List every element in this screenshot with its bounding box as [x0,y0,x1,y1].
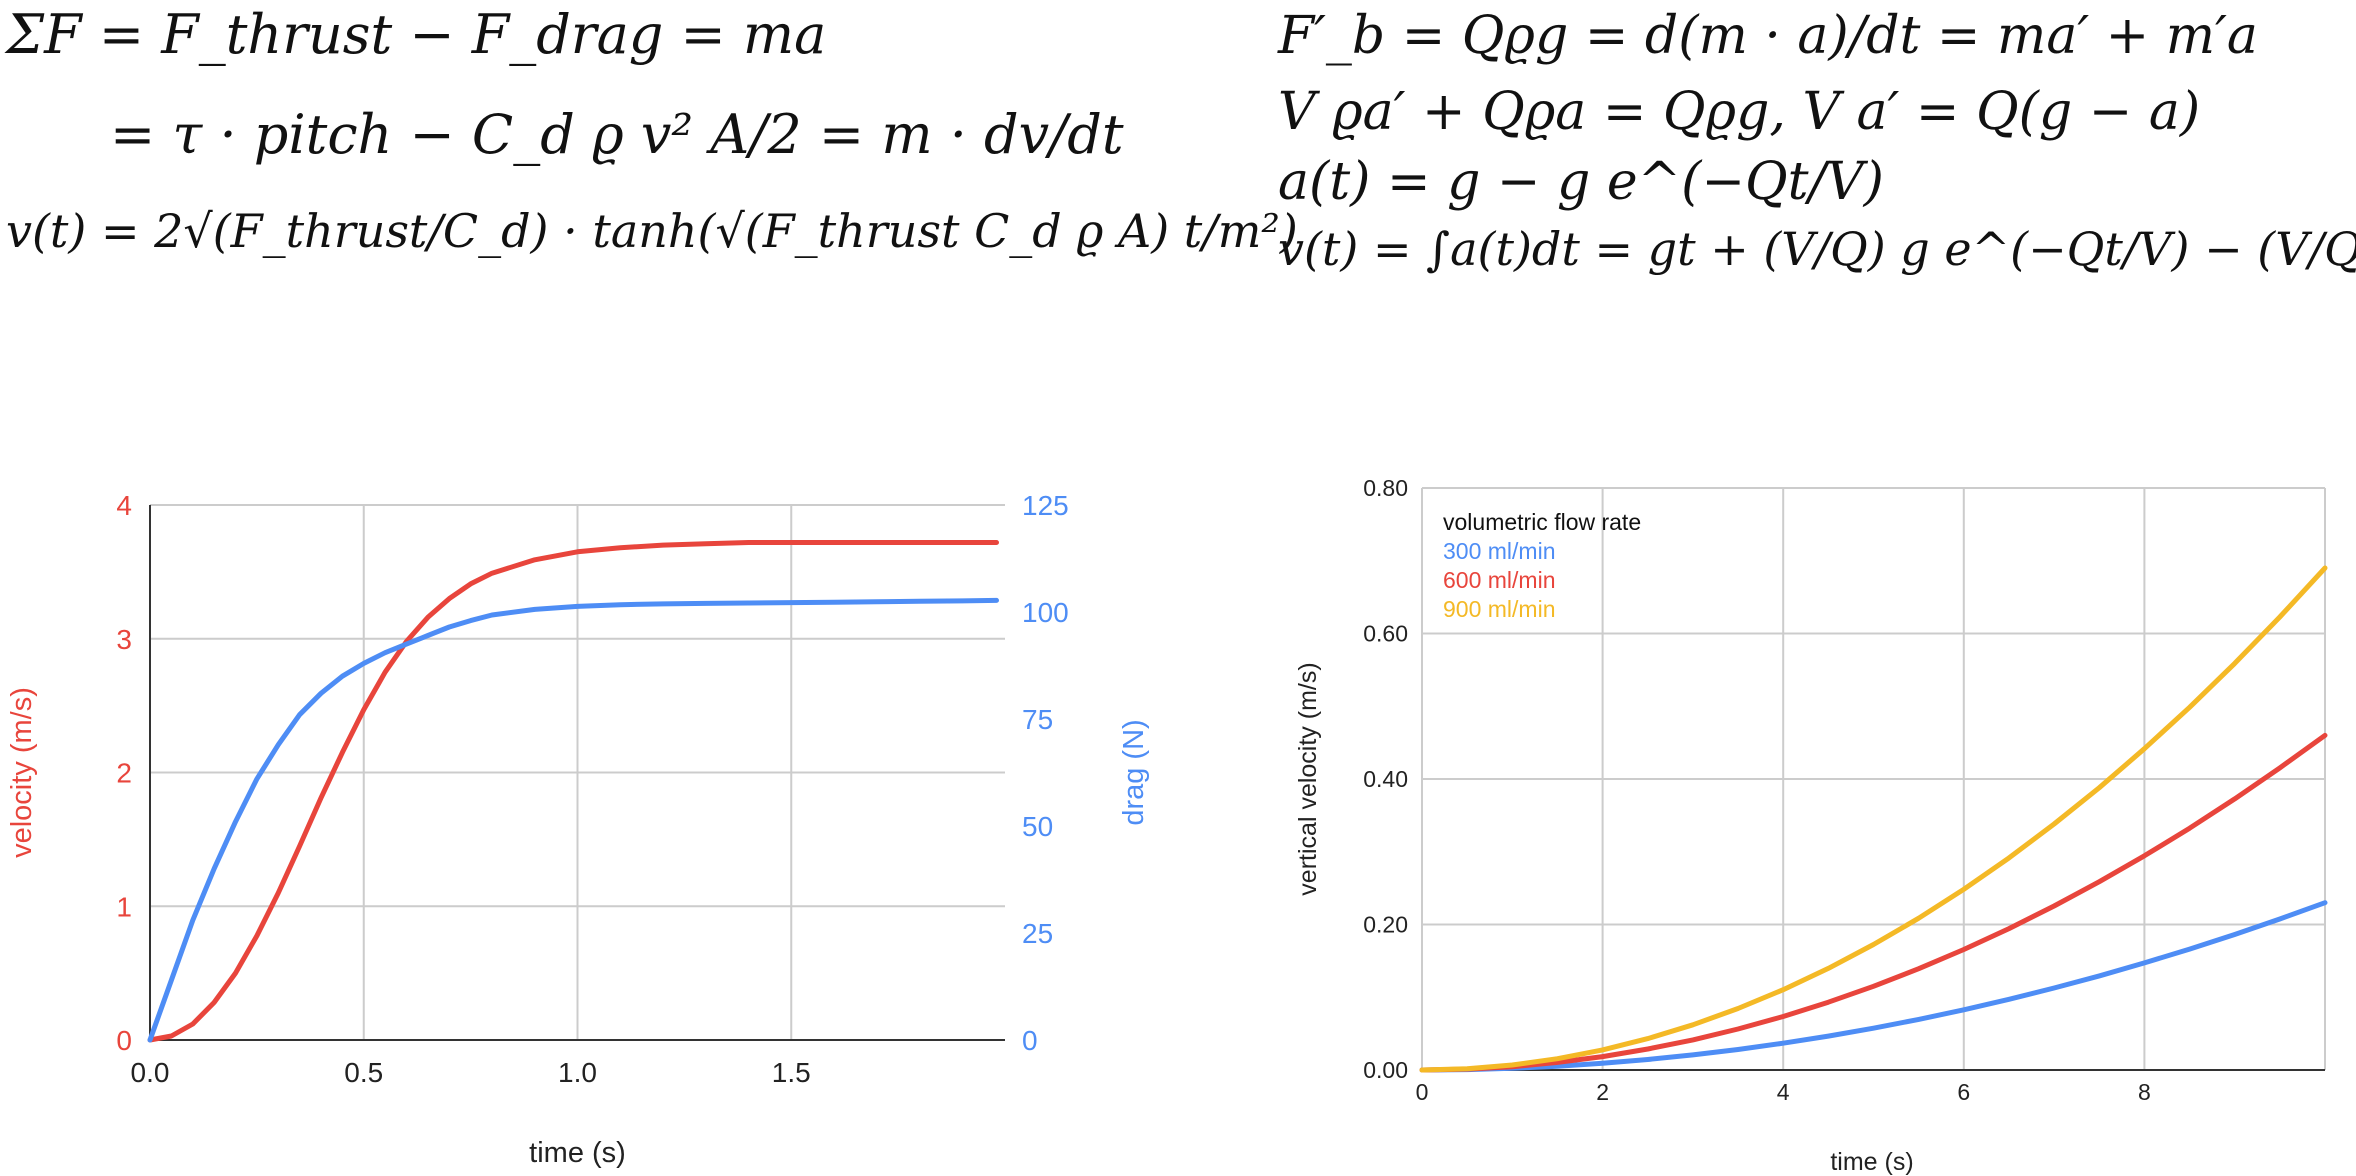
chart2-y-axis-title: vertical velocity (m/s) [1294,662,1322,895]
chart1-y2-tick-label: 100 [1022,597,1069,628]
chart2-line-600-ml-min [1419,732,2328,1073]
chart2-legend-title: volumetric flow rate [1443,509,1641,535]
chart1-y2-tick-label: 50 [1022,811,1053,842]
chart1-y-tick-label: 4 [116,490,132,521]
chart2-legend-entry: 600 ml/min [1443,567,1555,593]
chart1-y-tick-label: 2 [116,758,132,789]
chart1-y-tick-label: 3 [116,624,132,655]
chart2-x-tick-label: 8 [2138,1079,2151,1105]
chart2-line-900-ml-min [1419,565,2328,1073]
chart1-y2-tick-label: 0 [1022,1025,1038,1056]
equation-thrust-drag: = τ · pitch − C_d ϱ v² A/2 = m · dv/dt [110,103,1124,166]
chart1-y2-tick-label: 25 [1022,918,1053,949]
chart2-legend-entry: 900 ml/min [1443,596,1555,622]
chart2-x-tick-label: 6 [1957,1079,1970,1105]
chart1-velocity-line [147,540,999,1043]
equation-acceleration-solution: a(t) = g − g e^(−Qt/V) [1278,152,1884,212]
equation-net-force: ΣF = F_thrust − F_drag = ma [6,3,827,66]
chart2-x-tick-label: 0 [1416,1079,1429,1105]
chart1-x-tick-label: 0.5 [344,1057,383,1088]
chart1-y-axis-title: velocity (m/s) [6,687,38,858]
chart1-x-tick-label: 1.5 [772,1057,811,1088]
chart1-x-tick-label: 1.0 [558,1057,597,1088]
equation-velocity-integral: v(t) = ∫a(t)dt = gt + (V/Q) g e^(−Qt/V) … [1278,222,2356,276]
chart1-x-axis-title: time (s) [529,1137,626,1169]
chart2-y-tick-label: 0.80 [1363,475,1408,501]
equation-velocity-tanh: v(t) = 2√(F_thrust/C_d) · tanh(√(F_thrus… [6,204,1298,258]
chart2-x-tick-label: 2 [1596,1079,1609,1105]
chart2-x-axis-title: time (s) [1830,1148,1913,1176]
chart2-y-tick-label: 0.40 [1363,766,1408,792]
equation-acceleration-ode: V ϱa′ + Qϱa = Qϱg, V a′ = Q(g − a) [1278,82,2201,142]
chart2-y-tick-label: 0.20 [1363,912,1408,938]
chart2-y-tick-label: 0.00 [1363,1057,1408,1083]
chart1-y-tick-label: 0 [116,1025,132,1056]
chart1-y-tick-label: 1 [116,891,132,922]
chart1-y2-tick-label: 75 [1022,704,1053,735]
chart1-grid [149,504,1005,1041]
chart1-x-tick-label: 0.0 [131,1057,170,1088]
equation-buoyancy-force: F′_b = Qϱg = d(m · a)/dt = ma′ + m′a [1278,6,2258,66]
chart2-line-300-ml-min [1419,900,2328,1073]
chart2-legend-entry: 300 ml/min [1443,538,1555,564]
chart2-x-tick-label: 4 [1777,1079,1790,1105]
chart2-y-tick-label: 0.60 [1363,621,1408,647]
chart1-y2-tick-label: 125 [1022,490,1069,521]
chart2-grid [1421,487,2326,1071]
chart1-y2-axis-title: drag (N) [1118,719,1150,825]
chart1-drag-line [147,597,999,1043]
